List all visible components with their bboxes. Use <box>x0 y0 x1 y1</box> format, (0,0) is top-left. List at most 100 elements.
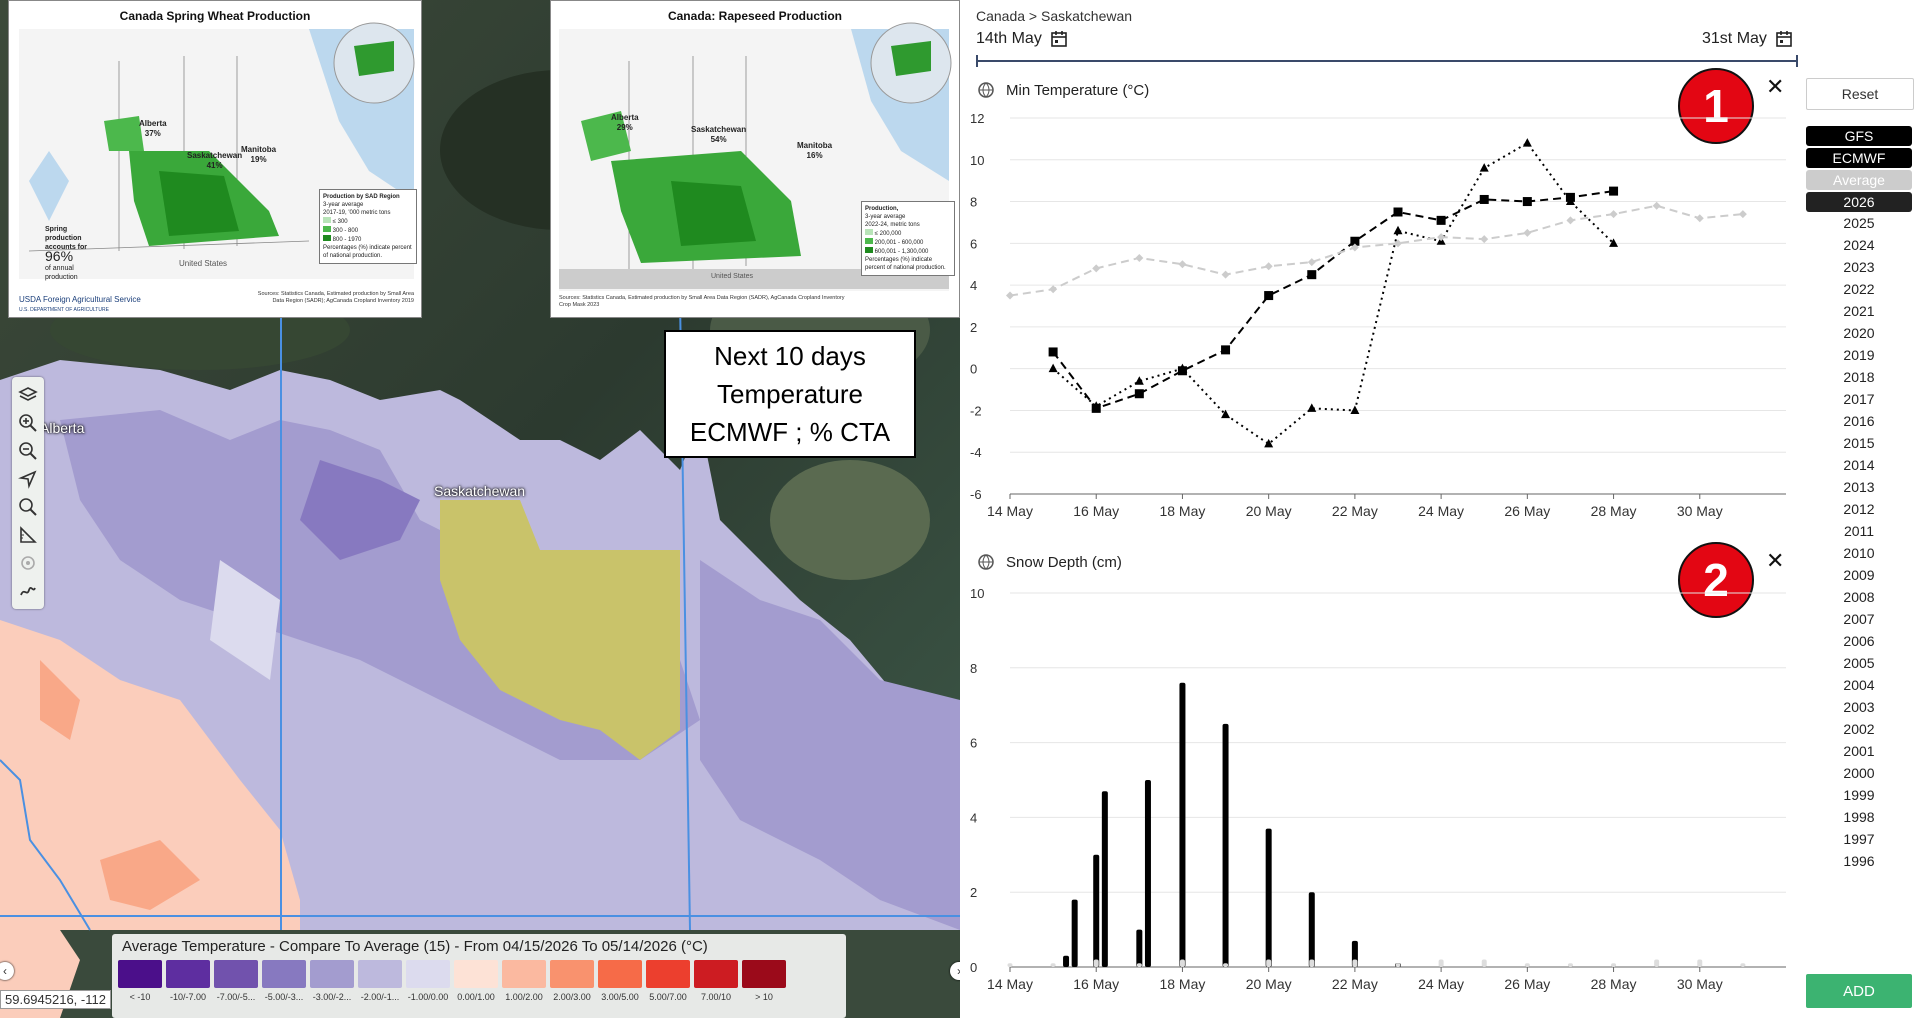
year-toggle-2005[interactable]: 2005 <box>1843 655 1875 671</box>
year-toggle-1996[interactable]: 1996 <box>1843 853 1875 869</box>
close-chart-2-icon[interactable]: ✕ <box>1766 548 1785 573</box>
year-toggle-2020[interactable]: 2020 <box>1843 325 1875 341</box>
data-point <box>1006 291 1014 300</box>
year-toggle-2024[interactable]: 2024 <box>1843 237 1875 253</box>
year-toggle-1998[interactable]: 1998 <box>1843 809 1875 825</box>
y-tick-label: 4 <box>970 278 977 293</box>
temp-region-colder <box>700 560 960 930</box>
zoom-in-icon[interactable] <box>15 409 41 437</box>
zoom-out-icon[interactable] <box>15 437 41 465</box>
min-temperature-chart[interactable]: -6 -4 -2 0 2 4 6 8 10 12 14 May 16 May 18 May 20 May 2… <box>960 90 1800 530</box>
year-toggle-2006[interactable]: 2006 <box>1843 633 1875 649</box>
draw-icon[interactable] <box>15 577 41 605</box>
data-point <box>1264 438 1274 448</box>
year-toggle-2008[interactable]: 2008 <box>1843 589 1875 605</box>
add-button[interactable]: ADD <box>1806 974 1912 1008</box>
year-toggle-2004[interactable]: 2004 <box>1843 677 1875 693</box>
globe-pin-icon[interactable] <box>976 80 996 100</box>
model-toggle-ecmwf[interactable]: ECMWF <box>1806 148 1912 168</box>
legend-label: 5.00/7.00 <box>649 992 687 1002</box>
date-range-slider[interactable] <box>976 60 1798 62</box>
data-point <box>1393 225 1403 235</box>
layers-icon[interactable] <box>15 381 41 409</box>
data-point <box>1350 405 1360 414</box>
bc-border <box>0 759 91 931</box>
bar-average <box>1438 959 1444 967</box>
year-toggle-2002[interactable]: 2002 <box>1843 721 1875 737</box>
target-icon[interactable] <box>15 549 41 577</box>
year-toggle-2001[interactable]: 2001 <box>1843 743 1875 759</box>
year-toggle-2023[interactable]: 2023 <box>1843 259 1875 275</box>
inset-wheat-agency: USDA Foreign Agricultural Service U.S. DE… <box>19 295 141 313</box>
bar-2026 <box>1063 955 1070 967</box>
year-toggle-2015[interactable]: 2015 <box>1843 435 1875 451</box>
data-point <box>1609 186 1619 196</box>
year-toggle-2009[interactable]: 2009 <box>1843 567 1875 583</box>
inset-wheat-legend: Production by SAD Region 3-year average … <box>319 189 417 264</box>
year-toggle-2013[interactable]: 2013 <box>1843 479 1875 495</box>
annotation-badge-1: 1 <box>1678 68 1754 144</box>
search-icon[interactable] <box>15 493 41 521</box>
legend-label: 2.00/3.00 <box>553 992 591 1002</box>
bar-average <box>1524 963 1530 967</box>
locate-arrow-icon[interactable] <box>15 465 41 493</box>
year-toggle-2017[interactable]: 2017 <box>1843 391 1875 407</box>
slider-handle-end[interactable] <box>1796 55 1798 67</box>
legend-swatch <box>694 960 738 988</box>
legend-label: 1.00/2.00 <box>505 992 543 1002</box>
year-toggle-2003[interactable]: 2003 <box>1843 699 1875 715</box>
year-toggle-2014[interactable]: 2014 <box>1843 457 1875 473</box>
legend-label: > 10 <box>755 992 773 1002</box>
year-toggle-2007[interactable]: 2007 <box>1843 611 1875 627</box>
year-toggle-2021[interactable]: 2021 <box>1843 303 1875 319</box>
y-tick-label: 0 <box>970 960 977 975</box>
data-point <box>1134 376 1144 385</box>
year-toggle-2016[interactable]: 2016 <box>1843 413 1875 429</box>
chevron-left-icon[interactable]: ‹ <box>0 962 14 980</box>
legend-swatch <box>502 960 546 988</box>
year-toggle-2000[interactable]: 2000 <box>1843 765 1875 781</box>
legend-swatch <box>166 960 210 988</box>
bar-2026 <box>1093 854 1100 967</box>
forecast-callout: Next 10 days Temperature ECMWF ; % CTA <box>664 330 916 458</box>
series-line-gfs <box>1052 141 1615 446</box>
year-toggle-2010[interactable]: 2010 <box>1843 545 1875 561</box>
map-view[interactable]: Alberta Saskatchewan Canada Spring Wheat <box>0 0 960 1018</box>
inset-wheat-us-label: United States <box>179 259 228 268</box>
temp-region-warmer <box>40 660 80 740</box>
snow-depth-chart[interactable]: 0 2 4 6 8 10 14 May 16 May 18 May 20 May 22 May 24 … <box>960 565 1800 1015</box>
reset-button[interactable]: Reset <box>1806 78 1914 110</box>
bar-average <box>1309 959 1315 967</box>
data-point <box>1307 270 1317 280</box>
calendar-icon[interactable] <box>1050 30 1068 48</box>
callout-line-1: Next 10 days <box>714 341 866 371</box>
model-toggle-gfs[interactable]: GFS <box>1806 126 1912 146</box>
model-toggle-2026[interactable]: 2026 <box>1806 192 1912 212</box>
year-toggle-1999[interactable]: 1999 <box>1843 787 1875 803</box>
breadcrumb[interactable]: Canada > Saskatchewan <box>976 8 1133 24</box>
slider-handle-start[interactable] <box>976 55 978 67</box>
x-tick-label: 30 May <box>1677 976 1723 992</box>
year-toggle-2025[interactable]: 2025 <box>1843 215 1875 231</box>
start-date-picker[interactable]: 14th May <box>976 30 1068 48</box>
year-toggle-2011[interactable]: 2011 <box>1843 523 1875 539</box>
year-toggle-1997[interactable]: 1997 <box>1843 831 1875 847</box>
data-point <box>1522 197 1532 207</box>
measure-icon[interactable] <box>15 521 41 549</box>
legend-swatch <box>214 960 258 988</box>
calendar-icon[interactable] <box>1775 30 1793 48</box>
year-toggle-2019[interactable]: 2019 <box>1843 347 1875 363</box>
globe-pin-icon[interactable] <box>976 552 996 572</box>
inset-rapeseed-title: Canada: Rapeseed Production <box>667 9 843 23</box>
inset-rapeseed-legend: Production, 3-year average 2022-24, metr… <box>861 201 955 276</box>
data-point <box>1048 347 1058 357</box>
x-tick-label: 24 May <box>1418 976 1464 992</box>
model-toggle-average[interactable]: Average <box>1806 170 1912 190</box>
data-point <box>1091 403 1101 413</box>
year-toggle-2012[interactable]: 2012 <box>1843 501 1875 517</box>
year-toggle-2022[interactable]: 2022 <box>1843 281 1875 297</box>
close-chart-1-icon[interactable]: ✕ <box>1766 74 1785 99</box>
end-date-picker[interactable]: 31st May <box>1702 30 1793 48</box>
chevron-right-icon[interactable]: › <box>950 962 960 980</box>
year-toggle-2018[interactable]: 2018 <box>1843 369 1875 385</box>
